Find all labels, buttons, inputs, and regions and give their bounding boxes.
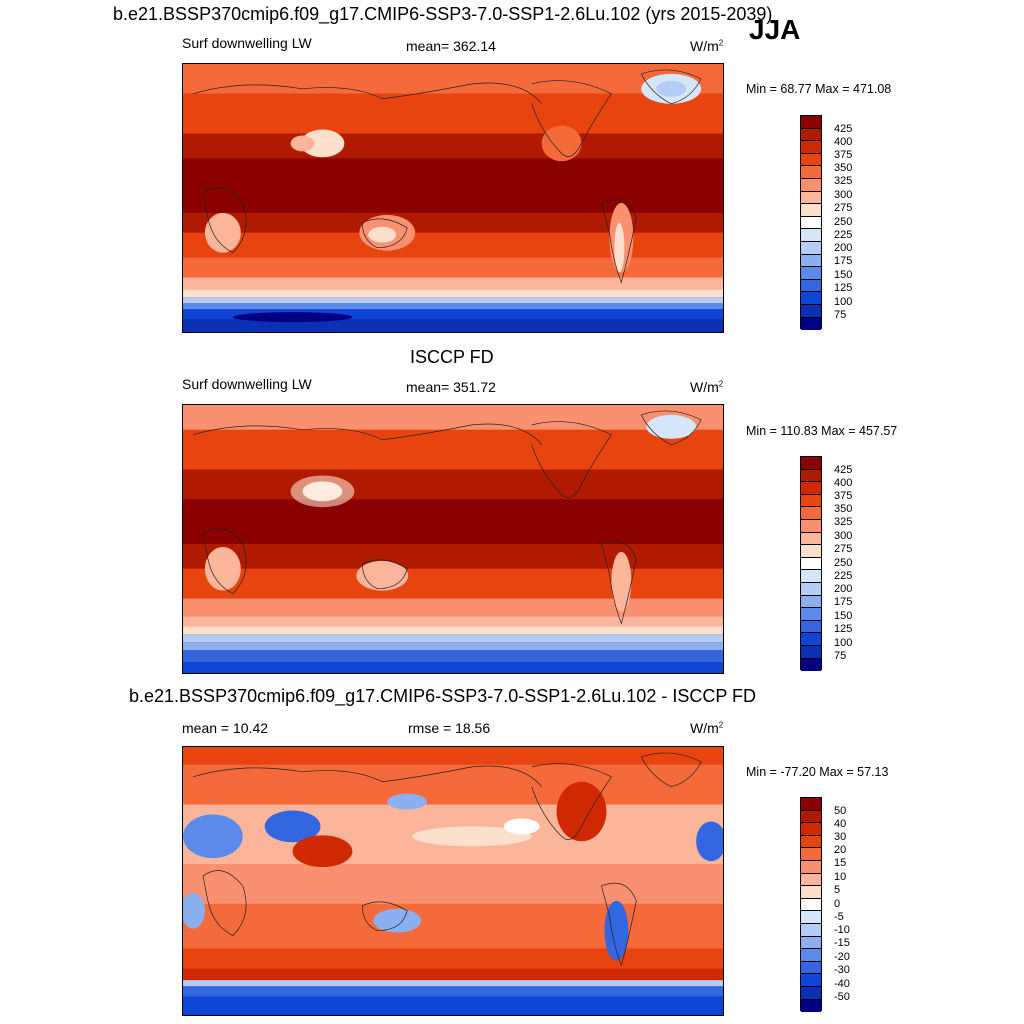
panel3-rmse: rmse = 18.56 <box>408 720 491 736</box>
cbar-tick: 300 <box>834 189 853 201</box>
panel2-variable: Surf downwelling LW <box>182 376 312 392</box>
cbar-tick: 250 <box>834 557 853 569</box>
cbar-tick: 100 <box>834 296 853 308</box>
cbar-tick: 15 <box>834 857 847 869</box>
panel3-minmax: Min = -77.20 Max = 57.13 <box>746 765 889 779</box>
panel1-units: W/m2 <box>690 38 724 54</box>
cbar-tick: 0 <box>834 898 841 910</box>
panel1-colorbar <box>800 115 822 331</box>
season-label: JJA <box>749 14 801 45</box>
cbar-tick: 150 <box>834 610 853 622</box>
panel3-units: W/m2 <box>690 720 724 736</box>
panel2-units: W/m2 <box>690 379 724 395</box>
cbar-tick: 300 <box>834 530 853 542</box>
panel1-map <box>182 63 724 333</box>
cbar-tick: 350 <box>834 503 853 515</box>
cbar-tick: 5 <box>834 884 841 896</box>
panel1-mean: mean= 362.14 <box>406 38 496 54</box>
panel1-variable: Surf downwelling LW <box>182 35 312 51</box>
panel2-title: ISCCP FD <box>410 347 494 367</box>
cbar-tick: 400 <box>834 477 853 489</box>
cbar-tick: 350 <box>834 162 853 174</box>
cbar-tick: 375 <box>834 149 853 161</box>
cbar-tick: 200 <box>834 583 853 595</box>
cbar-tick: 225 <box>834 570 853 582</box>
cbar-tick: 100 <box>834 637 853 649</box>
cbar-tick: 325 <box>834 516 853 528</box>
panel1-minmax: Min = 68.77 Max = 471.08 <box>746 82 892 96</box>
panel2-colorbar <box>800 456 822 672</box>
cbar-tick: 175 <box>834 255 853 267</box>
cbar-tick: 200 <box>834 242 853 254</box>
cbar-tick: -50 <box>834 991 850 1003</box>
cbar-tick: -30 <box>834 964 850 976</box>
cbar-tick: 275 <box>834 202 853 214</box>
cbar-tick: 40 <box>834 818 847 830</box>
cbar-tick: 125 <box>834 623 853 635</box>
cbar-tick: 75 <box>834 309 847 321</box>
cbar-tick: 400 <box>834 136 853 148</box>
cbar-tick: -15 <box>834 937 850 949</box>
panel3-mean: mean = 10.42 <box>182 720 269 736</box>
panel1-map-svg <box>183 64 723 332</box>
cbar-tick: 425 <box>834 123 853 135</box>
cbar-tick: 175 <box>834 596 853 608</box>
cbar-tick: -20 <box>834 951 850 963</box>
cbar-tick: 150 <box>834 269 853 281</box>
cbar-tick: 30 <box>834 831 847 843</box>
panel2-map <box>182 404 724 674</box>
cbar-tick: -5 <box>834 911 844 923</box>
cbar-tick: 250 <box>834 216 853 228</box>
cbar-tick: 75 <box>834 650 847 662</box>
cbar-tick: 275 <box>834 543 853 555</box>
panel2-mean: mean= 351.72 <box>406 379 496 395</box>
cbar-tick: -40 <box>834 978 850 990</box>
panel2-map-svg <box>183 405 723 673</box>
cbar-tick: 225 <box>834 229 853 241</box>
cbar-tick: 425 <box>834 464 853 476</box>
figure-title: b.e21.BSSP370cmip6.f09_g17.CMIP6-SSP3-7.… <box>113 4 773 24</box>
panel3-map <box>182 746 724 1016</box>
panel3-title: b.e21.BSSP370cmip6.f09_g17.CMIP6-SSP3-7.… <box>129 686 757 706</box>
panel3-colorbar <box>800 797 822 1013</box>
cbar-tick: 125 <box>834 282 853 294</box>
cbar-tick: -10 <box>834 924 850 936</box>
cbar-tick: 325 <box>834 175 853 187</box>
panel2-minmax: Min = 110.83 Max = 457.57 <box>746 424 898 438</box>
panel3-map-svg <box>183 747 723 1015</box>
cbar-tick: 375 <box>834 490 853 502</box>
cbar-tick: 10 <box>834 871 847 883</box>
cbar-tick: 50 <box>834 805 847 817</box>
cbar-tick: 20 <box>834 844 847 856</box>
